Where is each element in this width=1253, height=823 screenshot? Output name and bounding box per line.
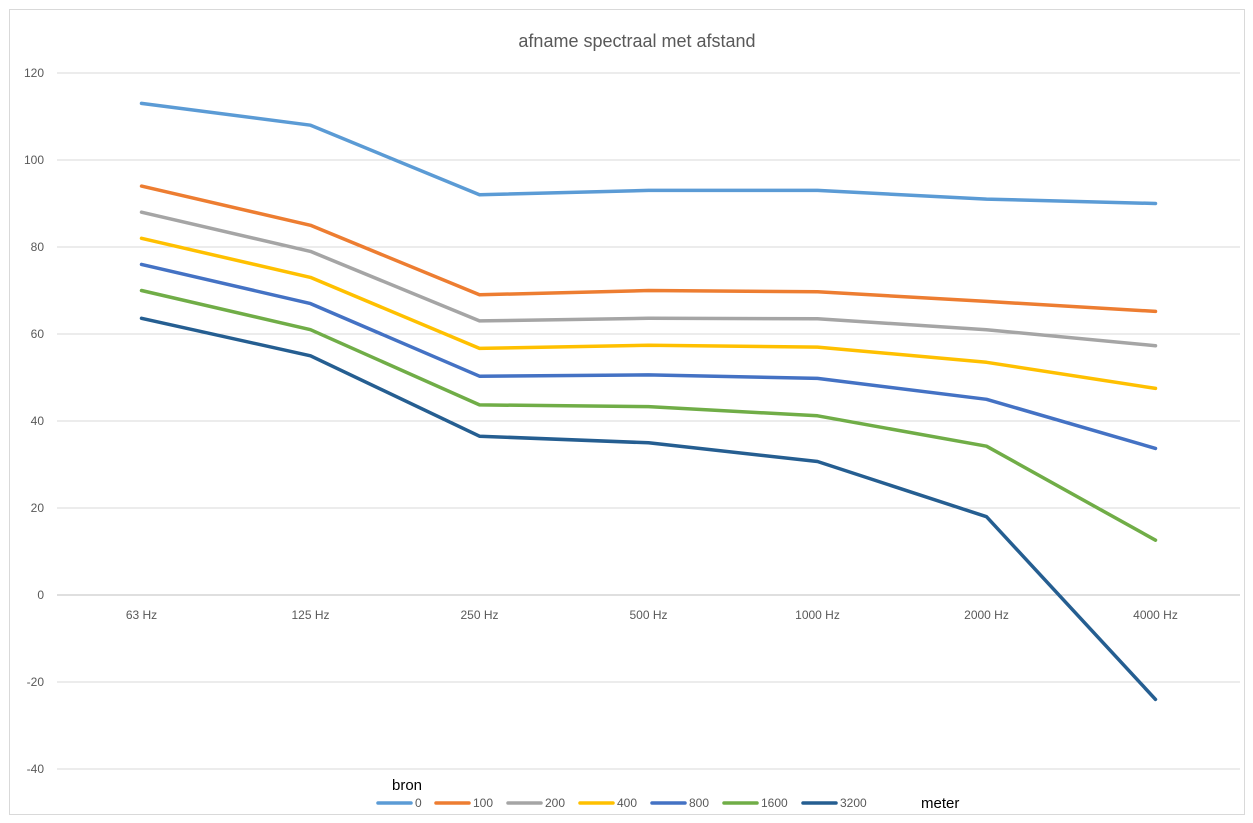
y-tick-label: 40 bbox=[31, 414, 45, 428]
legend-label-200: 200 bbox=[545, 796, 565, 810]
y-tick-label: 60 bbox=[31, 327, 45, 341]
legend-suffix: meter bbox=[921, 795, 959, 812]
y-tick-label: -20 bbox=[27, 675, 45, 689]
x-tick-label: 2000 Hz bbox=[964, 608, 1009, 622]
series-line-1600 bbox=[139, 288, 1158, 542]
legend-label-3200: 3200 bbox=[840, 796, 867, 810]
series-line-0 bbox=[139, 101, 1158, 206]
series-line-200 bbox=[139, 210, 1158, 348]
y-tick-label: 100 bbox=[24, 153, 44, 167]
gridlines bbox=[57, 72, 1240, 770]
legend-label-400: 400 bbox=[617, 796, 637, 810]
y-tick-label: 80 bbox=[31, 240, 45, 254]
chart-title: afname spectraal met afstand bbox=[518, 31, 755, 51]
series-line-3200 bbox=[139, 316, 1158, 702]
y-tick-label: -40 bbox=[27, 762, 45, 776]
y-tick-label: 120 bbox=[24, 66, 44, 80]
legend-title: bron bbox=[392, 777, 422, 794]
y-tick-label: 20 bbox=[31, 501, 45, 515]
x-tick-label: 4000 Hz bbox=[1133, 608, 1178, 622]
series-line-400 bbox=[139, 236, 1158, 391]
chart-frame bbox=[9, 9, 1245, 815]
legend-label-800: 800 bbox=[689, 796, 709, 810]
legend: bron 0 100 200 400 800 1600 3200 meter bbox=[376, 777, 959, 812]
legend-items: 0 100 200 400 800 1600 3200 bbox=[376, 796, 867, 810]
x-axis-tick-labels: 63 Hz 125 Hz 250 Hz 500 Hz 1000 Hz 2000 Hz 400… bbox=[126, 608, 1178, 622]
y-tick-label: 0 bbox=[37, 588, 44, 602]
legend-label-1600: 1600 bbox=[761, 796, 788, 810]
x-tick-label: 500 Hz bbox=[629, 608, 667, 622]
series-lines bbox=[139, 101, 1158, 702]
x-tick-label: 63 Hz bbox=[126, 608, 157, 622]
x-tick-label: 1000 Hz bbox=[795, 608, 840, 622]
legend-label-0: 0 bbox=[415, 796, 422, 810]
y-axis-tick-labels: -40 -20 0 20 40 60 80 100 120 bbox=[24, 66, 44, 776]
series-line-100 bbox=[139, 184, 1158, 314]
legend-label-100: 100 bbox=[473, 796, 493, 810]
series-line-800 bbox=[139, 262, 1158, 451]
x-tick-label: 250 Hz bbox=[460, 608, 498, 622]
x-tick-label: 125 Hz bbox=[291, 608, 329, 622]
